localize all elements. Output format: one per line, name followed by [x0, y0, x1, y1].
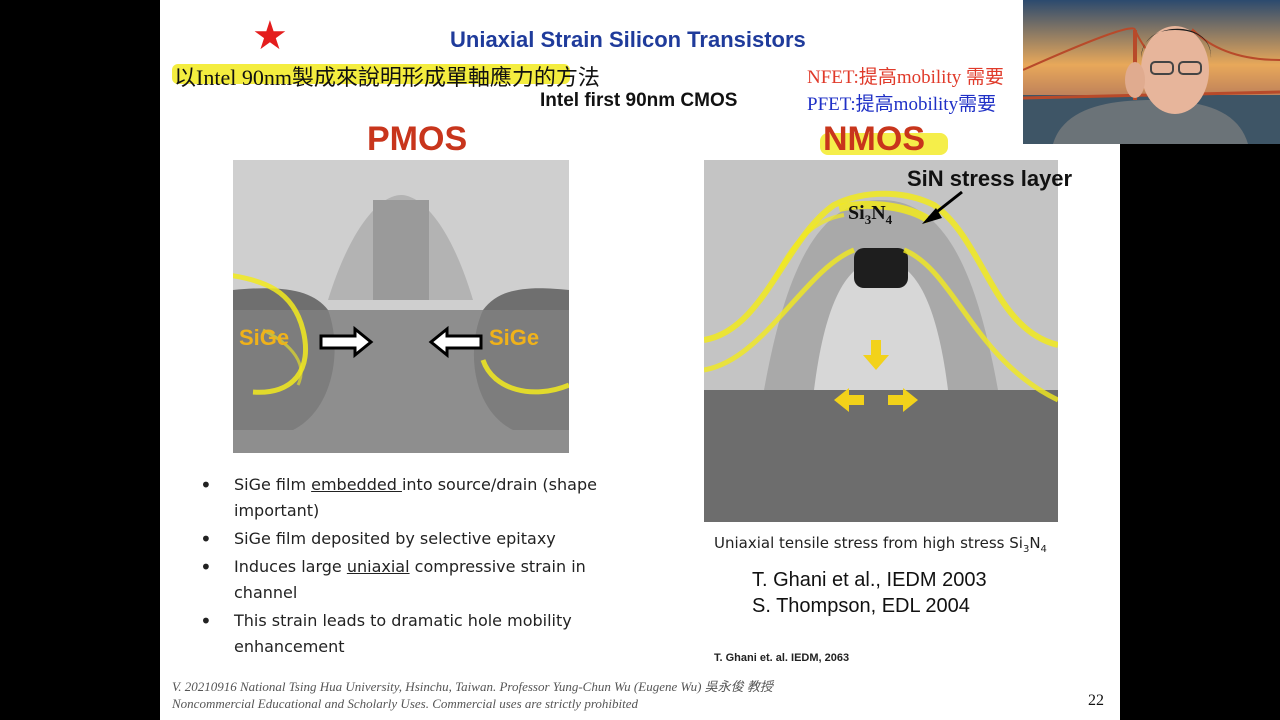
tensile-arrow-right-icon — [888, 388, 918, 412]
reference-item: S. Thompson, EDL 2004 — [752, 595, 970, 617]
footer-line: Noncommercial Educational and Scholarly … — [172, 696, 639, 711]
highlight-stroke — [172, 64, 570, 84]
sige-left-label: SiGe — [239, 325, 289, 350]
sin-stress-layer-label: SiN stress layer — [907, 166, 1073, 191]
list-item: Induces large uniaxial compressive strai… — [200, 554, 600, 606]
nfet-note: NFET:提高mobility 需要 — [807, 67, 1004, 88]
pmos-label: PMOS — [367, 120, 468, 158]
slide: ★ Uniaxial Strain Silicon Transistors 以I… — [160, 0, 1120, 720]
compressive-arrow-left-icon — [428, 325, 483, 359]
reference-item: T. Ghani et al., IEDM 2003 — [752, 569, 987, 591]
pointer-arrow-icon — [922, 190, 963, 224]
si3n4-label: Si3N4 — [848, 202, 893, 227]
stress-arrow-down-icon — [863, 340, 889, 370]
intel-subtitle: Intel first 90nm CMOS — [540, 90, 738, 111]
red-star-icon: ★ — [252, 13, 288, 59]
pfet-note: PFET:提高mobility需要 — [807, 94, 997, 115]
nmos-tem-image — [704, 160, 1058, 522]
nmos-label: NMOS — [823, 120, 925, 158]
pmos-tem-image: SiGe SiGe — [233, 160, 569, 453]
tensile-arrow-left-icon — [834, 388, 864, 412]
presenter-avatar — [1053, 26, 1248, 144]
list-item: This strain leads to dramatic hole mobil… — [200, 608, 600, 660]
nmos-caption: Uniaxial tensile stress from high stress… — [714, 534, 1047, 555]
list-item: SiGe film embedded into source/drain (sh… — [200, 472, 600, 524]
page-number: 22 — [1088, 692, 1104, 709]
bullet-list: SiGe film embedded into source/drain (sh… — [200, 472, 600, 662]
image-citation: T. Ghani et. al. IEDM, 2063 — [714, 652, 850, 664]
chinese-annotation: 以Intel 90nm製成來說明形成單軸應力的方法 — [174, 65, 600, 90]
highlight-stroke — [820, 133, 948, 155]
list-item: SiGe film deposited by selective epitaxy — [200, 526, 600, 552]
footer-line: V. 20210916 National Tsing Hua Universit… — [172, 679, 773, 694]
compressive-arrow-right-icon — [319, 325, 374, 359]
slide-footer: V. 20210916 National Tsing Hua Universit… — [172, 678, 773, 712]
references: T. Ghani et al., IEDM 2003 S. Thompson, … — [752, 567, 987, 619]
sige-right-label: SiGe — [489, 325, 539, 350]
slide-title: Uniaxial Strain Silicon Transistors — [450, 27, 806, 52]
webcam-video — [1023, 0, 1280, 144]
